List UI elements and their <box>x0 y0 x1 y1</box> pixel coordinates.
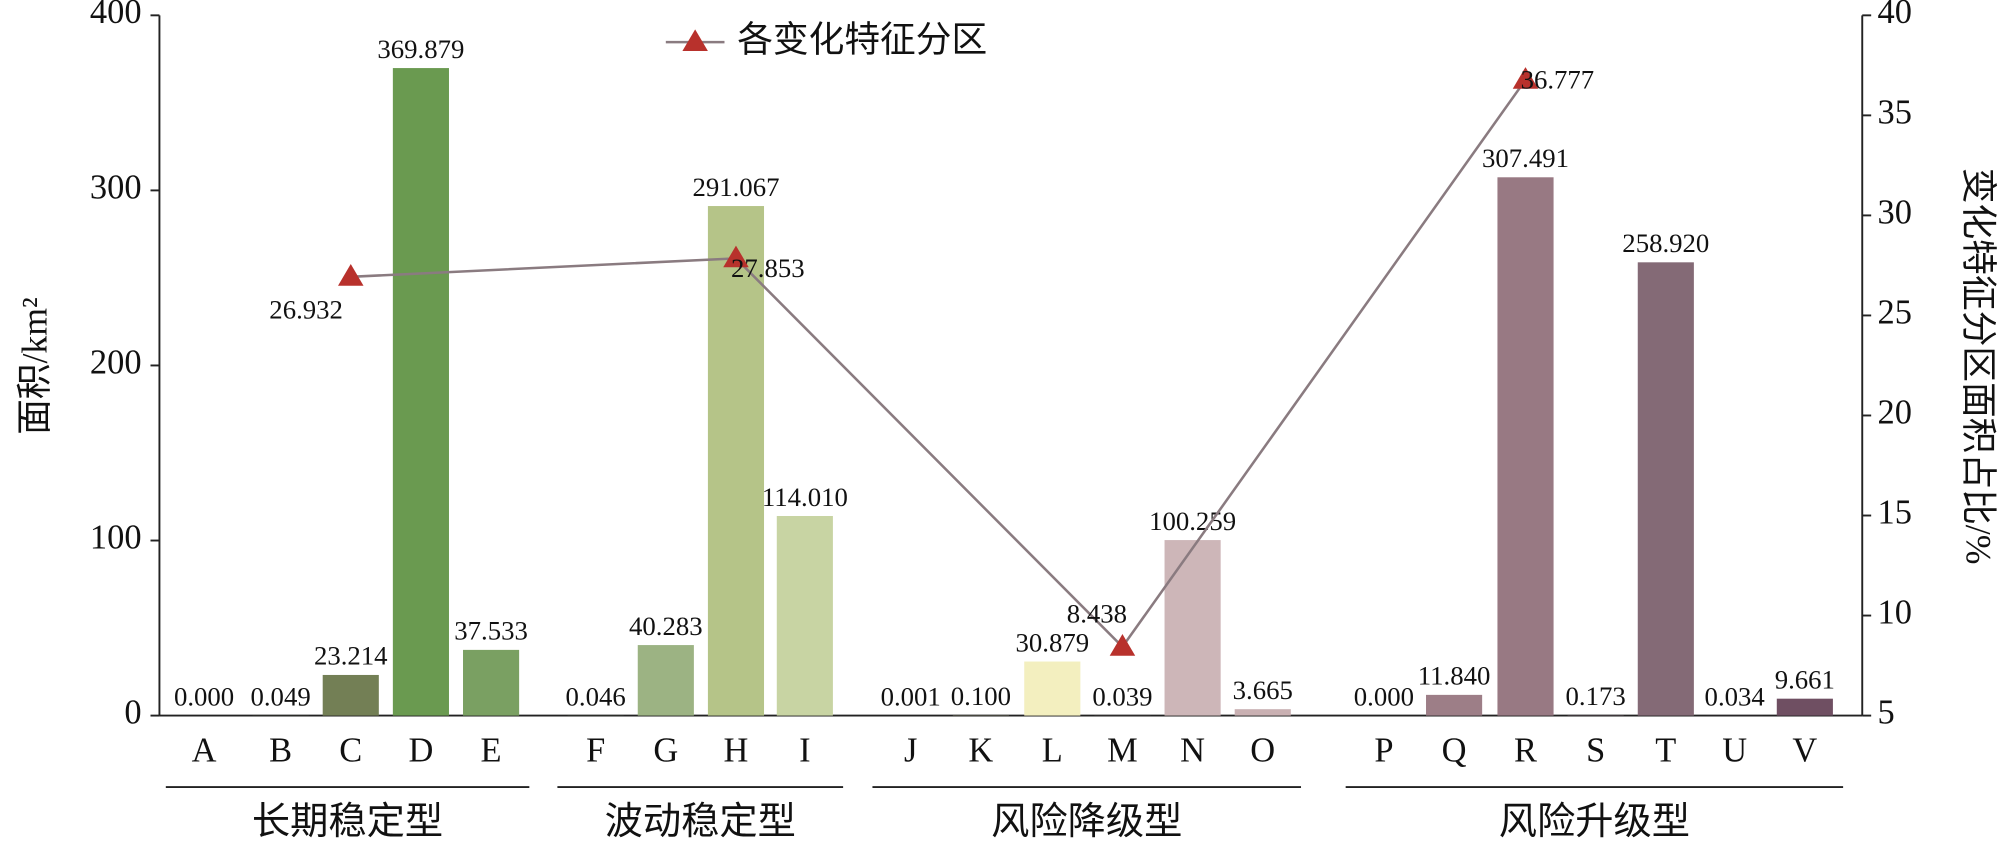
category-label: Q <box>1442 732 1467 770</box>
category-label: S <box>1586 732 1605 770</box>
bar <box>1637 262 1694 716</box>
value-label: 30.879 <box>1015 627 1089 657</box>
line-value-label: 36.777 <box>1521 65 1595 95</box>
bar <box>1426 694 1483 716</box>
y2-tick-label: 40 <box>1878 0 1912 31</box>
value-label: 23.214 <box>314 641 388 671</box>
category-label: R <box>1514 732 1537 770</box>
value-label: 0.046 <box>566 681 626 711</box>
category-label: L <box>1042 732 1063 770</box>
value-label: 0.100 <box>951 681 1011 711</box>
y2-tick-label: 30 <box>1878 193 1912 231</box>
value-label: 0.001 <box>881 681 941 711</box>
category-label: U <box>1722 732 1747 770</box>
category-label: P <box>1374 732 1393 770</box>
line-marker <box>1109 634 1136 656</box>
y2-tick-label: 15 <box>1878 493 1912 531</box>
value-label: 291.067 <box>692 172 779 202</box>
value-label: 0.000 <box>1354 681 1414 711</box>
line-value-label: 8.438 <box>1067 598 1127 628</box>
bar <box>1776 698 1833 716</box>
y2-tick-label: 10 <box>1878 593 1912 631</box>
value-label: 0.173 <box>1566 681 1626 711</box>
line-value-label: 27.853 <box>731 253 805 283</box>
value-label: 114.010 <box>762 482 848 512</box>
y-axis-title: 面积/km² <box>14 297 54 435</box>
value-label: 3.665 <box>1233 675 1293 705</box>
bar <box>1164 540 1221 716</box>
value-label: 9.661 <box>1775 664 1835 694</box>
category-label: C <box>339 732 362 770</box>
category-label: T <box>1655 732 1676 770</box>
bar <box>776 516 833 716</box>
category-label: D <box>408 732 433 770</box>
value-label: 0.039 <box>1092 681 1152 711</box>
bar <box>392 68 449 716</box>
legend-marker <box>682 29 708 52</box>
group-label: 长期稳定型 <box>252 800 443 843</box>
y-tick-label: 200 <box>90 343 142 381</box>
y2-tick-label: 25 <box>1878 293 1912 331</box>
category-label: V <box>1792 732 1817 770</box>
line <box>350 79 1527 649</box>
category-label: J <box>904 732 917 770</box>
y2-tick-label: 20 <box>1878 393 1912 431</box>
y-tick-label: 100 <box>90 518 142 556</box>
y-tick-label: 400 <box>90 0 142 31</box>
group-label: 风险升级型 <box>1499 800 1690 843</box>
category-label: H <box>724 732 749 770</box>
value-label: 258.920 <box>1622 228 1709 258</box>
category-label: B <box>269 732 292 770</box>
value-label: 369.879 <box>377 34 464 64</box>
y2-tick-label: 5 <box>1878 693 1895 731</box>
bar <box>322 674 379 716</box>
line-marker <box>338 264 364 286</box>
group-label: 风险降级型 <box>991 800 1182 843</box>
value-label: 37.533 <box>454 616 528 646</box>
category-label: K <box>968 732 993 770</box>
bar <box>637 645 694 716</box>
bar <box>1497 177 1554 716</box>
category-label: I <box>799 732 810 770</box>
value-label: 100.259 <box>1149 506 1236 536</box>
y-tick-label: 300 <box>90 168 142 206</box>
group-label: 波动稳定型 <box>605 800 796 843</box>
bar <box>707 206 765 716</box>
y2-tick-label: 35 <box>1878 93 1912 131</box>
line-marker <box>1512 67 1539 89</box>
category-label: G <box>653 732 678 770</box>
line-marker <box>723 245 749 268</box>
bar <box>463 649 520 716</box>
category-label: O <box>1250 732 1275 770</box>
value-label: 0.034 <box>1705 681 1765 711</box>
category-label: N <box>1180 732 1205 770</box>
value-label: 307.491 <box>1482 143 1569 173</box>
bar <box>1234 709 1291 716</box>
legend-label: 各变化特征分区 <box>737 20 987 60</box>
category-label: F <box>586 732 605 770</box>
value-label: 0.049 <box>250 681 310 711</box>
y2-axis-title: 变化特征分区面积占比/% <box>1958 168 1998 565</box>
value-label: 0.000 <box>174 681 234 711</box>
category-label: A <box>192 732 217 770</box>
category-label: M <box>1107 732 1138 770</box>
y-tick-label: 0 <box>124 693 141 731</box>
line-value-label: 26.932 <box>269 295 343 325</box>
value-label: 40.283 <box>629 611 703 641</box>
value-label: 11.840 <box>1418 661 1491 691</box>
bar <box>1024 661 1081 716</box>
category-label: E <box>481 732 502 770</box>
